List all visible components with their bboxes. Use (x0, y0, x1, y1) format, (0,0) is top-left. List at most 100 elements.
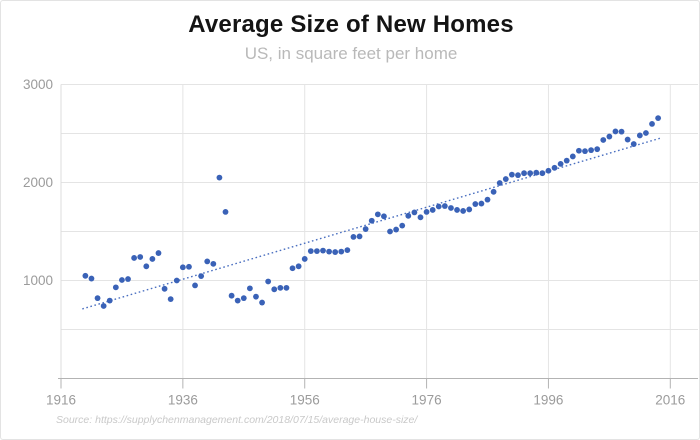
y-tick-label: 3000 (23, 77, 53, 92)
data-point (295, 263, 302, 270)
data-point (374, 211, 381, 218)
x-tick-label: 2016 (655, 393, 685, 408)
chart-subtitle: US, in square feet per home (244, 44, 458, 63)
data-point (179, 264, 186, 271)
data-point (344, 247, 351, 254)
data-point (210, 260, 217, 267)
data-point (655, 115, 662, 122)
data-point (539, 170, 546, 177)
data-point (612, 128, 619, 135)
data-point (582, 148, 588, 155)
data-point (417, 214, 424, 221)
data-point (368, 217, 375, 224)
data-point (441, 203, 448, 209)
data-point (119, 277, 125, 283)
data-point (649, 120, 655, 127)
data-point (563, 157, 570, 164)
data-point (283, 284, 290, 291)
data-point (435, 203, 442, 210)
data-point (490, 188, 497, 195)
data-point (131, 255, 138, 261)
data-point (423, 209, 430, 215)
data-point (167, 296, 174, 303)
data-point (515, 172, 521, 179)
source-note: Source: https://supplychenmanagement.com… (56, 414, 418, 426)
data-point (240, 295, 247, 302)
data-point (228, 292, 235, 299)
data-point (246, 285, 253, 292)
data-point (277, 284, 284, 291)
data-point (82, 272, 89, 279)
data-point (636, 132, 643, 139)
data-point (527, 170, 534, 177)
data-point (125, 276, 131, 282)
data-point (466, 206, 473, 213)
data-point (271, 286, 278, 293)
data-point (387, 228, 393, 235)
data-point (545, 167, 552, 174)
data-point (557, 160, 564, 167)
x-tick-label: 1936 (168, 393, 198, 408)
data-point (301, 256, 308, 262)
chart-title: Average Size of New Homes (188, 11, 514, 38)
data-point (204, 258, 211, 265)
data-point (594, 146, 601, 153)
data-point (502, 176, 509, 182)
data-point (588, 147, 594, 154)
data-point (393, 226, 400, 233)
data-point (448, 205, 454, 211)
x-tick-label: 1996 (533, 393, 563, 408)
y-tick-label: 1000 (23, 273, 53, 288)
data-point (259, 299, 265, 306)
data-point (100, 303, 107, 309)
data-point (161, 285, 168, 292)
data-point (600, 137, 607, 143)
data-point (496, 180, 503, 186)
data-point (234, 297, 241, 304)
data-point (314, 248, 320, 255)
data-point (155, 250, 162, 256)
data-point (484, 196, 491, 203)
data-point (198, 273, 205, 279)
data-point (253, 293, 259, 300)
data-point (411, 209, 418, 216)
x-tick-label: 1976 (412, 393, 442, 408)
data-point (332, 249, 339, 255)
data-point (356, 233, 363, 240)
data-point (618, 128, 625, 135)
data-point (576, 147, 582, 154)
data-point (137, 254, 144, 260)
data-point (454, 207, 460, 213)
data-point (362, 226, 369, 232)
data-point (472, 201, 479, 207)
data-point (606, 133, 613, 140)
data-point (320, 247, 326, 254)
data-point (460, 208, 467, 214)
data-point (94, 295, 101, 302)
data-point (533, 169, 540, 176)
data-point (399, 222, 406, 229)
data-point (106, 297, 113, 304)
data-point (186, 263, 192, 270)
data-point (405, 212, 412, 219)
data-point (630, 141, 637, 147)
data-point (429, 207, 436, 213)
data-point (192, 282, 198, 289)
x-tick-label: 1916 (46, 393, 76, 408)
data-point (381, 213, 387, 220)
data-point (478, 200, 485, 207)
data-point (521, 170, 527, 177)
data-point (112, 284, 119, 291)
data-point (289, 265, 296, 272)
x-tick-label: 1956 (290, 393, 320, 408)
data-point (326, 248, 332, 255)
data-point (173, 277, 180, 284)
data-point (643, 130, 649, 136)
data-point (551, 164, 558, 171)
data-point (338, 248, 345, 255)
data-point (149, 256, 156, 262)
data-point (216, 174, 223, 181)
data-point (88, 275, 95, 282)
